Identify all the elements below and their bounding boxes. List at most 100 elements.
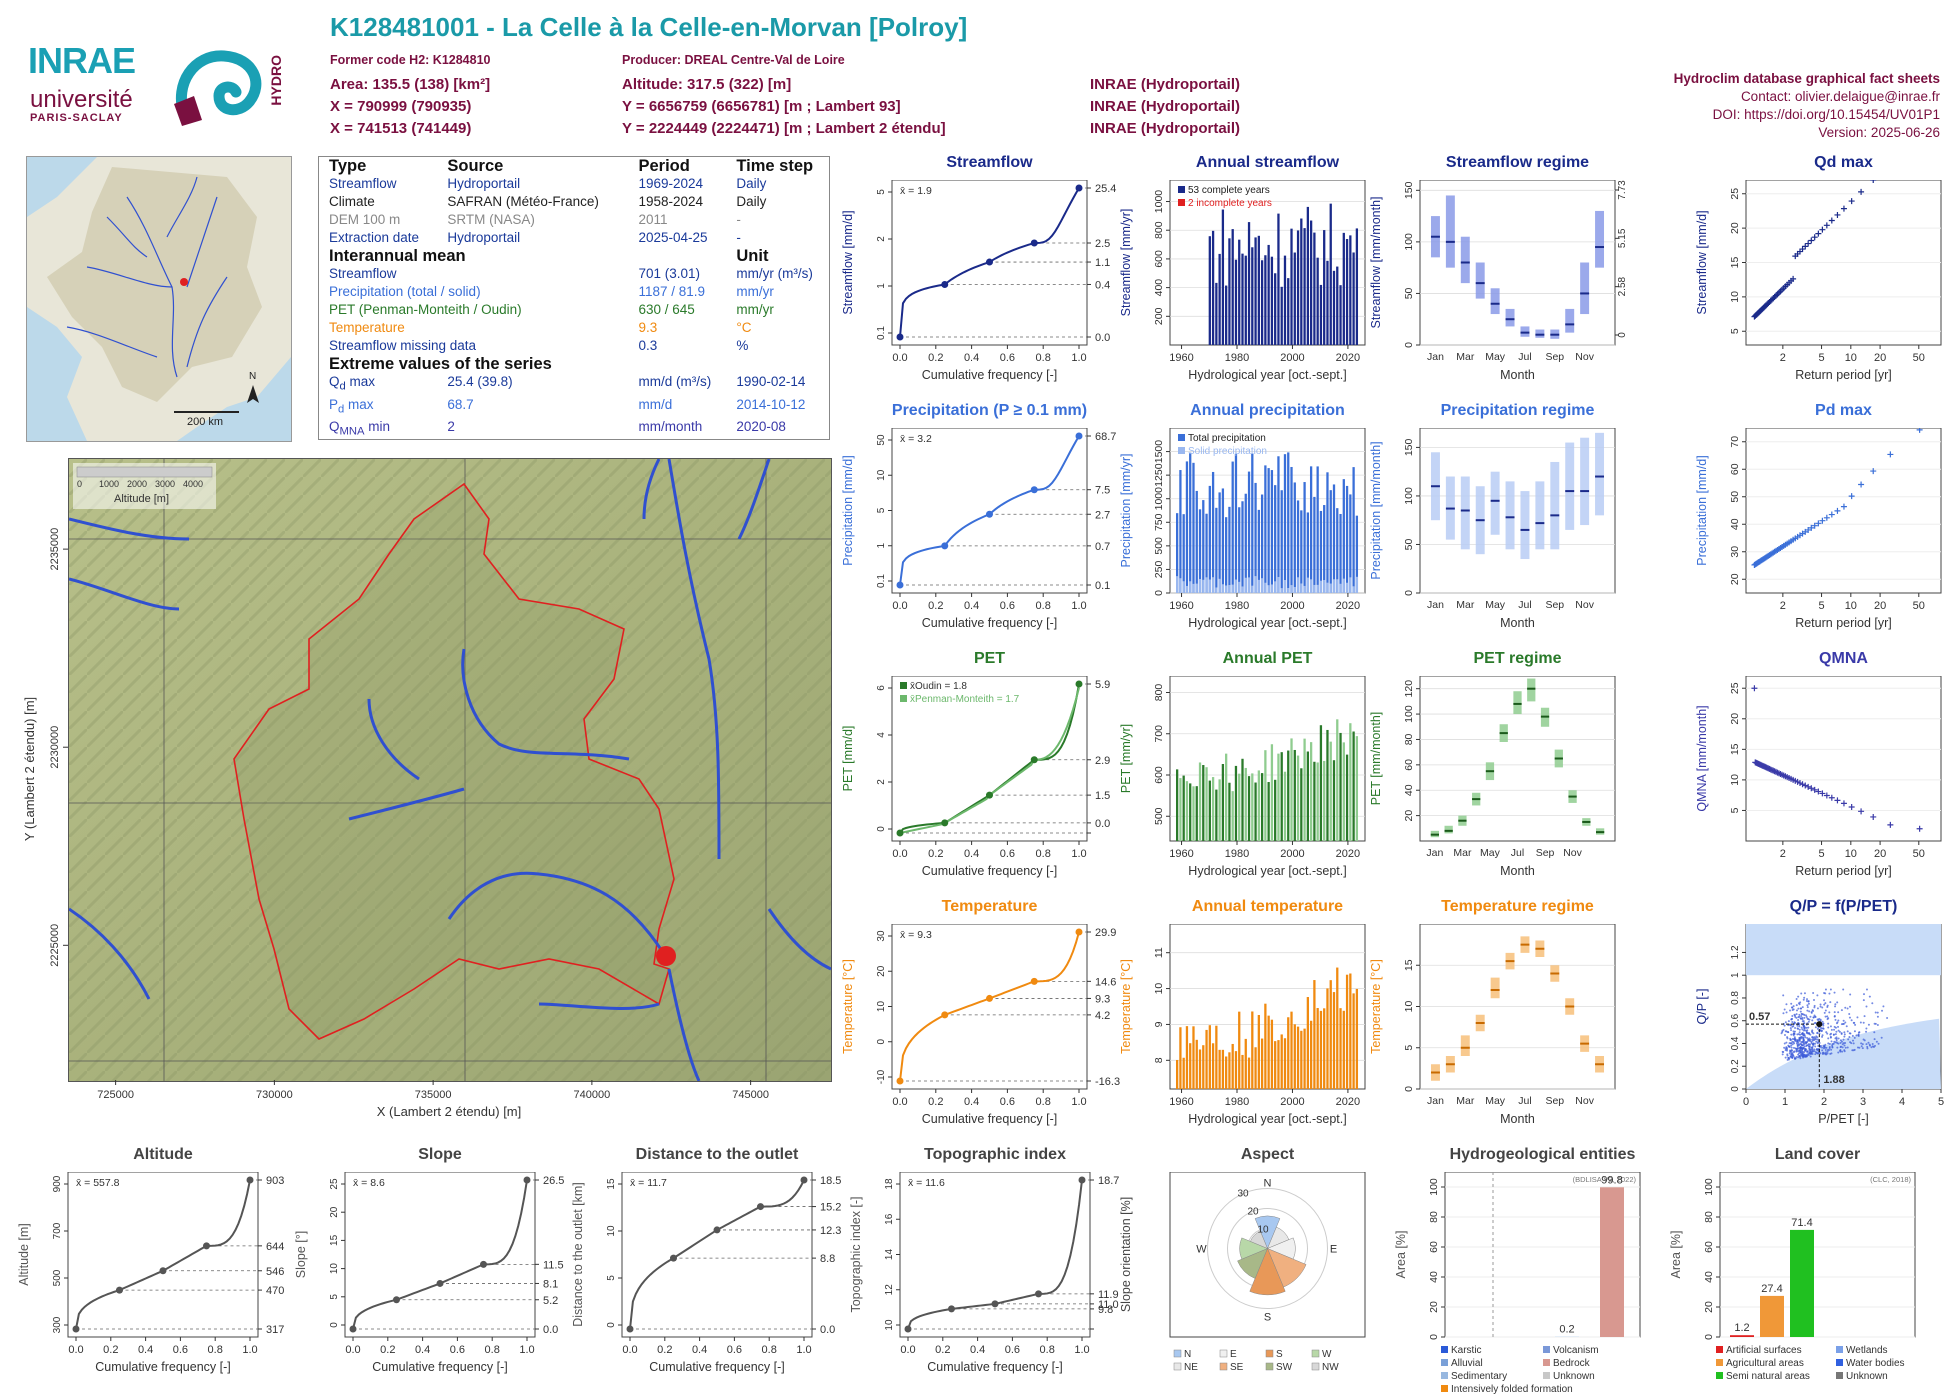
x-tick-label: 2000: [1280, 848, 1304, 860]
x-tick-label: 0.2: [928, 848, 943, 860]
paris-saclay-logo: PARIS-SACLAY: [30, 112, 123, 124]
budyko-point: [1819, 1042, 1821, 1044]
legend-entry: Bedrock: [1553, 1358, 1591, 1369]
budyko-point: [1807, 1051, 1809, 1053]
budyko-point: [1783, 1047, 1785, 1049]
budyko-point: [1836, 1001, 1838, 1003]
annual_temperature-bar: [1281, 1034, 1283, 1089]
solid-precip-bar: [1235, 580, 1237, 593]
cell: Streamflow missing data: [319, 337, 628, 355]
legend-swatch: [900, 682, 907, 689]
contact[interactable]: Contact: olivier.delaigue@inrae.fr: [1674, 88, 1940, 106]
annual_pet-bar: [1254, 783, 1256, 841]
pet_regime-ylabel: PET [mm/month]: [1369, 712, 1383, 806]
x-tick-label: 1.0: [1071, 1096, 1086, 1108]
map-xlabel: X (Lambert 2 étendu) [m]: [377, 1104, 522, 1119]
budyko-point: [1858, 1031, 1860, 1033]
annual_temperature-xlabel: Hydrological year [oct.-sept.]: [1188, 1112, 1346, 1126]
budyko-point: [1802, 1020, 1804, 1022]
annual_precipitation-bar: [1196, 491, 1198, 593]
doi-link[interactable]: DOI: https://doi.org/10.15454/UV01P1: [1674, 106, 1940, 124]
budyko-point: [1814, 1043, 1816, 1045]
annual_precipitation-bar: [1339, 514, 1341, 593]
left-tick-label: 4: [876, 732, 887, 738]
budyko-point: [1793, 1005, 1795, 1007]
budyko-point: [1801, 1017, 1803, 1019]
annual_streamflow-bar: [1251, 247, 1253, 345]
solid-precip-bar: [1196, 584, 1198, 593]
qd_max-xlabel: Return period [yr]: [1795, 368, 1892, 382]
streamflow-quantile-point: [897, 334, 904, 341]
annual_pet-bar: [1261, 773, 1263, 841]
y-tick-label: 0: [1403, 342, 1415, 348]
budyko-point: [1822, 1021, 1824, 1023]
budyko-point: [1863, 999, 1865, 1001]
x-tick-label: 3: [1860, 1096, 1866, 1108]
y-tick-label: 50: [1403, 538, 1415, 550]
y-tick-label: 8: [1153, 1057, 1165, 1063]
temperature-chart: Temperature [°C]Cumulative frequency [-]…: [832, 924, 1137, 1149]
budyko-point: [1864, 1015, 1866, 1017]
ring-label: 10: [1258, 1225, 1270, 1236]
france-map-svg: 200 km N: [27, 157, 291, 441]
legend-entry: NE: [1184, 1362, 1198, 1373]
budyko-point: [1877, 1024, 1879, 1026]
left-tick-label: 5: [329, 1294, 340, 1300]
precipitation-title: Precipitation (P ≥ 0.1 mm): [872, 402, 1107, 420]
solid-precip-bar: [1218, 579, 1220, 593]
temperature-title: Temperature: [872, 898, 1107, 916]
annual_precipitation-bar: [1303, 482, 1305, 593]
annual_streamflow-bar: [1352, 252, 1354, 345]
altitude-xlabel: Cumulative frequency [-]: [95, 1360, 230, 1374]
topo_index-title: Topographic index: [880, 1146, 1110, 1164]
distance-quantile-point: [670, 1255, 677, 1262]
budyko-point: [1849, 1032, 1851, 1034]
y-tick-label: 20: [1703, 1301, 1715, 1313]
altitude-quantile-point: [160, 1267, 167, 1274]
right-tick-label: 470: [266, 1285, 284, 1297]
annual_precipitation-bar: [1264, 465, 1266, 593]
solid-precip-bar: [1333, 579, 1335, 593]
qd_max-chart: Streamflow [mm/d]Return period [yr]51015…: [1686, 180, 1960, 405]
budyko-point: [1853, 1022, 1855, 1024]
x-tick-label: 0.6: [1000, 352, 1015, 364]
budyko-point: [1808, 1003, 1810, 1005]
y-tick-label: 500: [1153, 537, 1165, 555]
temperature_regime-title: Temperature regime: [1400, 898, 1635, 916]
legend-swatch: [1441, 1385, 1448, 1392]
x-tick-label: 1.0: [1074, 1344, 1089, 1356]
budyko-point: [1798, 1052, 1800, 1054]
y-tick-label: 0: [1403, 1086, 1415, 1092]
budyko-point: [1866, 1046, 1868, 1048]
budyko-point: [1844, 1007, 1846, 1009]
left-tick-label: 2: [876, 236, 887, 242]
annual_streamflow-bar: [1225, 286, 1227, 345]
y-tick-label: 80: [1703, 1211, 1715, 1223]
budyko-point: [1856, 1016, 1858, 1018]
budyko-point: [1797, 1019, 1799, 1021]
budyko-point: [1854, 1024, 1856, 1026]
budyko-point: [1881, 1037, 1883, 1039]
budyko-point: [1876, 1041, 1878, 1043]
annual_precipitation-bar: [1183, 514, 1185, 593]
annual_pet-bar: [1258, 770, 1260, 841]
budyko-point: [1790, 1003, 1792, 1005]
budyko-point: [1868, 1024, 1870, 1026]
right-tick-label: 11.5: [543, 1259, 564, 1271]
annual_temperature-bar: [1307, 997, 1309, 1089]
altitude-ylabel: Altitude [m]: [17, 1223, 31, 1286]
annual_temperature-bar: [1271, 1020, 1273, 1089]
legend-entry: N: [1184, 1349, 1191, 1360]
pet_regime-box: [1513, 691, 1521, 714]
altitude-plot-area: [68, 1172, 258, 1337]
budyko-point: [1877, 1016, 1879, 1018]
annual_pet-bar: [1268, 782, 1270, 841]
precipitation_regime-ylabel: Precipitation [mm/month]: [1369, 441, 1383, 579]
topo_index-plot-area: [900, 1172, 1090, 1337]
y-tick-label: 1500: [1153, 440, 1165, 464]
x-tick-label: 50: [1913, 352, 1925, 364]
budyko-point: [1836, 1047, 1838, 1049]
solid-precip-bar: [1284, 580, 1286, 593]
temperature_regime-box: [1461, 1035, 1470, 1056]
